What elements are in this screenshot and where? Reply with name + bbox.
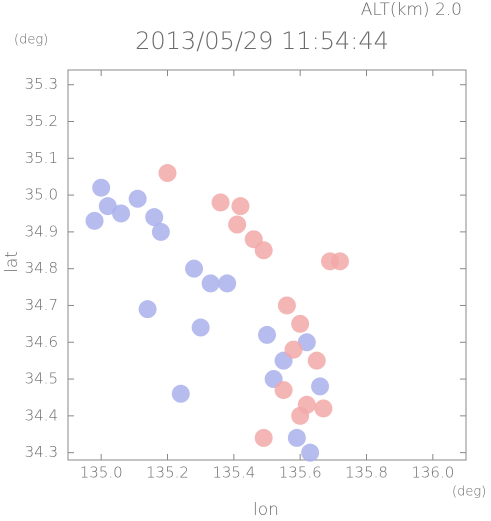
x-tick-label: 135.6 <box>279 464 322 482</box>
radar-echo <box>291 406 310 425</box>
radar-echo <box>291 314 310 333</box>
radar-echo <box>307 351 326 370</box>
y-unit: (deg) <box>14 33 48 48</box>
x-tick-label: 135.4 <box>212 464 255 482</box>
radar-echo <box>185 259 204 278</box>
radar-echo <box>301 443 320 462</box>
y-axis-label: lat <box>2 251 22 273</box>
radar-echo <box>128 189 147 208</box>
radar-echo <box>254 241 273 260</box>
radar-echo <box>277 296 296 315</box>
x-tick-label: 135.8 <box>345 464 388 482</box>
radar-echo <box>211 193 230 212</box>
radar-echo <box>158 164 177 183</box>
radar-echo <box>228 215 247 234</box>
radar-echo <box>254 428 273 447</box>
radar-echo <box>145 208 164 227</box>
radar-echo <box>201 274 220 293</box>
y-tick-label: 34.9 <box>25 222 58 240</box>
x-tick-label: 135.0 <box>80 464 123 482</box>
y-tick-label: 34.7 <box>25 296 58 314</box>
y-tick-label: 35.3 <box>25 75 58 93</box>
x-tick-label: 136.0 <box>411 464 454 482</box>
radar-echo <box>314 399 333 418</box>
chart-title: 2013/05/29 11:54:44 <box>135 27 389 55</box>
radar-echo <box>138 300 157 319</box>
y-tick-label: 34.5 <box>25 370 58 388</box>
radar-echo <box>231 197 250 216</box>
radar-echo <box>98 197 117 216</box>
radar-echo <box>287 428 306 447</box>
x-tick-label: 135.2 <box>146 464 189 482</box>
radar-echo <box>112 204 131 223</box>
y-tick-label: 35.2 <box>25 112 58 130</box>
y-tick-label: 34.6 <box>25 333 58 351</box>
y-tick-label: 35.0 <box>25 186 58 204</box>
radar-echo <box>330 252 349 271</box>
radar-echo <box>258 325 276 344</box>
plot-frame <box>67 69 467 461</box>
radar-echo <box>284 340 303 359</box>
radar-echo <box>191 318 210 337</box>
x-unit: (deg) <box>452 485 486 500</box>
y-tick-label: 34.8 <box>25 259 58 277</box>
radar-echo <box>274 381 293 400</box>
radar-echo <box>92 178 111 197</box>
radar-echo <box>297 333 316 352</box>
x-axis-label: lon <box>253 500 279 520</box>
radar-echo <box>311 377 330 396</box>
y-tick-label: 35.1 <box>25 149 58 167</box>
radar-echo <box>151 222 170 241</box>
y-tick-label: 34.3 <box>25 443 58 461</box>
radar-echo <box>171 384 190 403</box>
y-tick-label: 34.4 <box>25 406 58 424</box>
radar-echo <box>85 211 104 230</box>
altitude-label: ALT(km) 2.0 <box>361 0 462 20</box>
radar-echo <box>218 274 237 293</box>
